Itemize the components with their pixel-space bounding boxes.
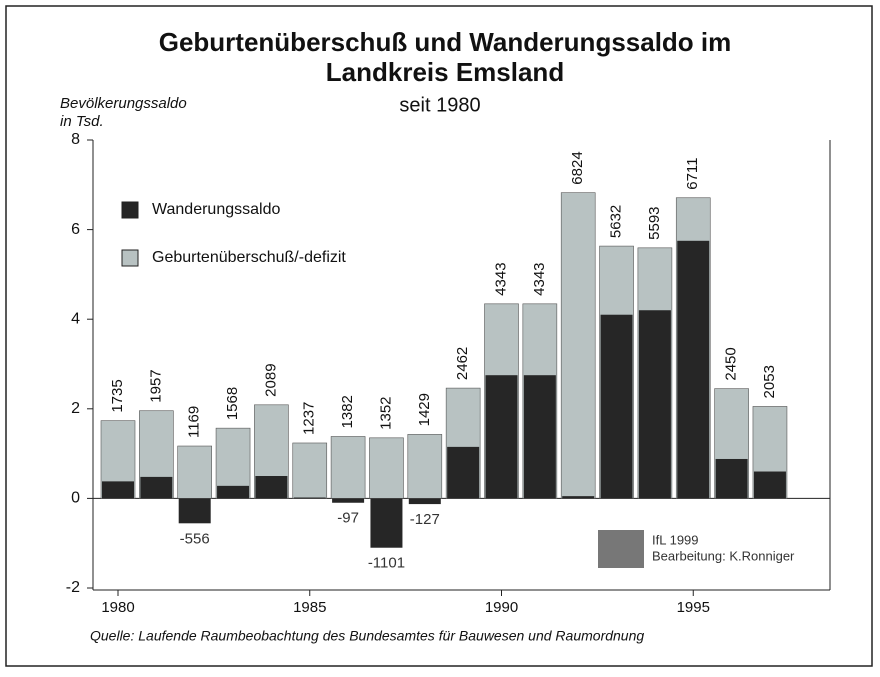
credit: Bearbeitung: K.Ronniger	[652, 548, 795, 563]
x-tick-label: 1990	[485, 599, 518, 616]
value-label: 5632	[608, 205, 625, 238]
value-label: -556	[180, 530, 210, 547]
legend-label: Geburtenüberschuß/-defizit	[152, 249, 346, 266]
y-tick-label: 4	[71, 310, 80, 327]
bar	[369, 437, 404, 499]
bar	[523, 375, 556, 499]
chart-subtitle: seit 1980	[399, 94, 480, 116]
value-label: 1237	[301, 402, 318, 435]
credit: IfL 1999	[652, 532, 699, 547]
value-label: 1352	[377, 396, 394, 429]
bar	[677, 240, 710, 499]
bar	[330, 436, 366, 499]
bar	[485, 375, 518, 499]
y-tick-label: 6	[71, 221, 80, 238]
legend-swatch	[121, 201, 139, 219]
value-label: 1382	[339, 395, 356, 428]
value-label: 6824	[569, 151, 586, 184]
bar	[102, 481, 134, 499]
value-label: -127	[410, 511, 440, 528]
bar	[140, 476, 173, 499]
y-tick-label: 8	[71, 131, 80, 148]
bar	[638, 310, 671, 499]
value-label: 1735	[109, 379, 126, 412]
bar	[447, 446, 480, 499]
x-tick-label: 1995	[677, 599, 710, 616]
y-tick-label: 2	[71, 400, 80, 417]
bar	[753, 471, 786, 499]
value-label: 1568	[224, 387, 241, 420]
value-label: 4343	[531, 262, 548, 295]
value-label: 6711	[684, 157, 701, 189]
bar	[562, 496, 595, 499]
legend-label: Wanderungssaldo	[152, 201, 280, 218]
value-label: 2450	[723, 347, 740, 380]
value-label: 1429	[416, 393, 433, 426]
source: Quelle: Laufende Raumbeobachtung des Bun…	[90, 628, 644, 644]
value-label: -1101	[368, 555, 405, 572]
bar	[715, 458, 748, 499]
value-label: 1169	[186, 406, 203, 438]
y-tick-label: -2	[66, 579, 80, 596]
x-tick-label: 1985	[293, 599, 326, 616]
value-label: 5593	[646, 206, 663, 239]
value-label: 4343	[492, 262, 509, 295]
bar	[560, 192, 596, 499]
bar	[217, 485, 250, 499]
value-label: 2053	[761, 365, 778, 398]
value-label: 2462	[454, 347, 471, 380]
value-label: -97	[337, 510, 359, 527]
logo	[598, 530, 644, 568]
legend-swatch	[121, 249, 139, 267]
y-axis-label: in Tsd.	[60, 113, 104, 130]
bar	[293, 497, 326, 499]
frame	[5, 5, 873, 667]
x-tick-label: 1980	[101, 599, 134, 616]
chart-title: Geburtenüberschuß und Wanderungssaldo im	[159, 27, 732, 57]
chart-title: Landkreis Emsland	[326, 57, 564, 87]
value-label: 2089	[262, 363, 279, 396]
bar	[292, 442, 328, 499]
bar	[178, 498, 211, 524]
bar	[407, 434, 443, 499]
bar	[408, 498, 441, 505]
bar	[370, 498, 403, 548]
bar	[255, 476, 288, 499]
bar	[177, 445, 212, 499]
y-tick-label: 0	[71, 490, 80, 507]
y-axis-label: Bevölkerungssaldo	[60, 95, 187, 112]
bar	[332, 498, 365, 503]
value-label: 1957	[147, 369, 164, 402]
bar	[600, 314, 633, 499]
